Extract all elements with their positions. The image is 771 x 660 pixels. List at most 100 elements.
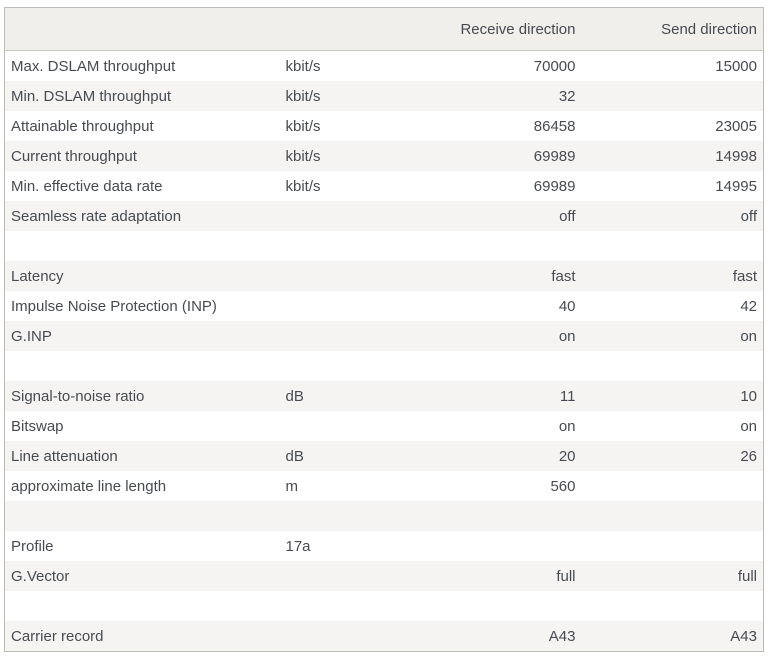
- row-receive-value: on: [558, 417, 576, 435]
- table-row: Carrier record A43 A43: [4, 621, 764, 652]
- row-receive-value: 69989: [533, 177, 576, 195]
- row-unit: dB: [285, 387, 304, 405]
- row-send-value: A43: [730, 627, 757, 645]
- spacer-row: [4, 351, 764, 381]
- row-unit: [280, 291, 440, 321]
- row-send-value: full: [737, 567, 757, 585]
- row-receive-value: [440, 351, 580, 381]
- column-header-label: [4, 7, 280, 51]
- table-row: Impulse Noise Protection (INP) 40 42: [4, 291, 764, 321]
- table-row: Seamless rate adaptation off off: [4, 201, 764, 231]
- row-unit: [280, 561, 440, 591]
- row-receive-value: on: [558, 327, 576, 345]
- column-header-receive: Receive direction: [439, 7, 580, 51]
- row-unit: [280, 261, 440, 291]
- row-send-value: [580, 231, 764, 261]
- row-receive-value: 69989: [533, 147, 576, 165]
- row-receive-value: fast: [551, 267, 576, 285]
- row-unit: kbit/s: [285, 177, 321, 195]
- row-label: Profile: [11, 537, 54, 555]
- row-receive-value: 86458: [533, 117, 576, 135]
- table-row: Latency fast fast: [4, 261, 764, 291]
- row-unit: dB: [285, 447, 304, 465]
- row-receive-value: [440, 231, 580, 261]
- row-label: G.INP: [11, 327, 52, 345]
- row-receive-value: [440, 591, 580, 621]
- row-label: G.Vector: [11, 567, 70, 585]
- row-label: [5, 351, 280, 381]
- row-label: Line attenuation: [11, 447, 118, 465]
- header-row: Receive direction Send direction: [4, 7, 764, 51]
- row-send-value: 15000: [715, 57, 757, 75]
- row-receive-value: [440, 531, 580, 561]
- table-body: Max. DSLAM throughput kbit/s 70000 15000…: [4, 50, 764, 652]
- row-send-value: [580, 501, 764, 531]
- row-send-value: on: [740, 417, 757, 435]
- row-label: Attainable throughput: [11, 117, 154, 135]
- row-label: [5, 501, 280, 531]
- row-send-value: fast: [732, 267, 757, 285]
- row-receive-value: 20: [558, 447, 576, 465]
- row-label: Min. DSLAM throughput: [11, 87, 172, 105]
- row-send-value: [580, 591, 764, 621]
- row-label: [5, 231, 280, 261]
- row-send-value: 42: [740, 297, 757, 315]
- row-label: Impulse Noise Protection (INP): [11, 297, 217, 315]
- row-unit: [280, 201, 440, 231]
- spacer-row: [4, 591, 764, 621]
- row-unit: [280, 591, 440, 621]
- row-unit: 17a: [285, 537, 311, 555]
- row-receive-value: 32: [558, 87, 576, 105]
- row-receive-value: [440, 501, 580, 531]
- column-header-unit: [279, 7, 440, 51]
- row-receive-value: off: [559, 207, 576, 225]
- row-unit: [280, 621, 440, 652]
- row-send-value: on: [740, 327, 757, 345]
- dsl-information-table: Receive direction Send direction Max. DS…: [4, 7, 764, 652]
- row-label: Signal-to-noise ratio: [11, 387, 145, 405]
- table-row: Current throughput kbit/s 69989 14998: [4, 141, 764, 171]
- row-send-value: [580, 81, 764, 111]
- row-send-value: [580, 531, 764, 561]
- spacer-row: [4, 501, 764, 531]
- row-send-value: 10: [740, 387, 757, 405]
- row-send-value: off: [740, 207, 757, 225]
- row-receive-value: full: [556, 567, 576, 585]
- row-unit: [280, 231, 440, 261]
- table-row: Signal-to-noise ratio dB 11 10: [4, 381, 764, 411]
- row-unit: kbit/s: [285, 147, 321, 165]
- row-label: Min. effective data rate: [11, 177, 163, 195]
- row-label: [5, 591, 280, 621]
- table-row: Min. effective data rate kbit/s 69989 14…: [4, 171, 764, 201]
- table-row: Bitswap on on: [4, 411, 764, 441]
- row-unit: kbit/s: [285, 117, 321, 135]
- row-send-value: 14998: [715, 147, 757, 165]
- table-row: Attainable throughput kbit/s 86458 23005: [4, 111, 764, 141]
- row-send-value: [580, 351, 764, 381]
- column-header-send: Send direction: [579, 7, 764, 51]
- row-label: Latency: [11, 267, 64, 285]
- table-row: G.Vector full full: [4, 561, 764, 591]
- row-send-value: 14995: [715, 177, 757, 195]
- row-receive-value: A43: [548, 627, 576, 645]
- table-row: G.INP on on: [4, 321, 764, 351]
- row-unit: kbit/s: [285, 57, 321, 75]
- row-unit: [280, 501, 440, 531]
- row-send-value: 26: [740, 447, 757, 465]
- row-receive-value: 11: [559, 387, 576, 405]
- row-label: Carrier record: [11, 627, 104, 645]
- row-label: Seamless rate adaptation: [11, 207, 182, 225]
- table-row: Min. DSLAM throughput kbit/s 32: [4, 81, 764, 111]
- table-row: Max. DSLAM throughput kbit/s 70000 15000: [4, 50, 764, 81]
- row-label: approximate line length: [11, 477, 167, 495]
- row-receive-value: 560: [550, 477, 576, 495]
- row-receive-value: 70000: [533, 57, 576, 75]
- row-label: Current throughput: [11, 147, 137, 165]
- row-unit: m: [285, 477, 299, 495]
- spacer-row: [4, 231, 764, 261]
- table-row: Line attenuation dB 20 26: [4, 441, 764, 471]
- table-row: approximate line length m 560: [4, 471, 764, 501]
- row-unit: [280, 351, 440, 381]
- row-unit: kbit/s: [285, 87, 321, 105]
- row-label: Bitswap: [11, 417, 64, 435]
